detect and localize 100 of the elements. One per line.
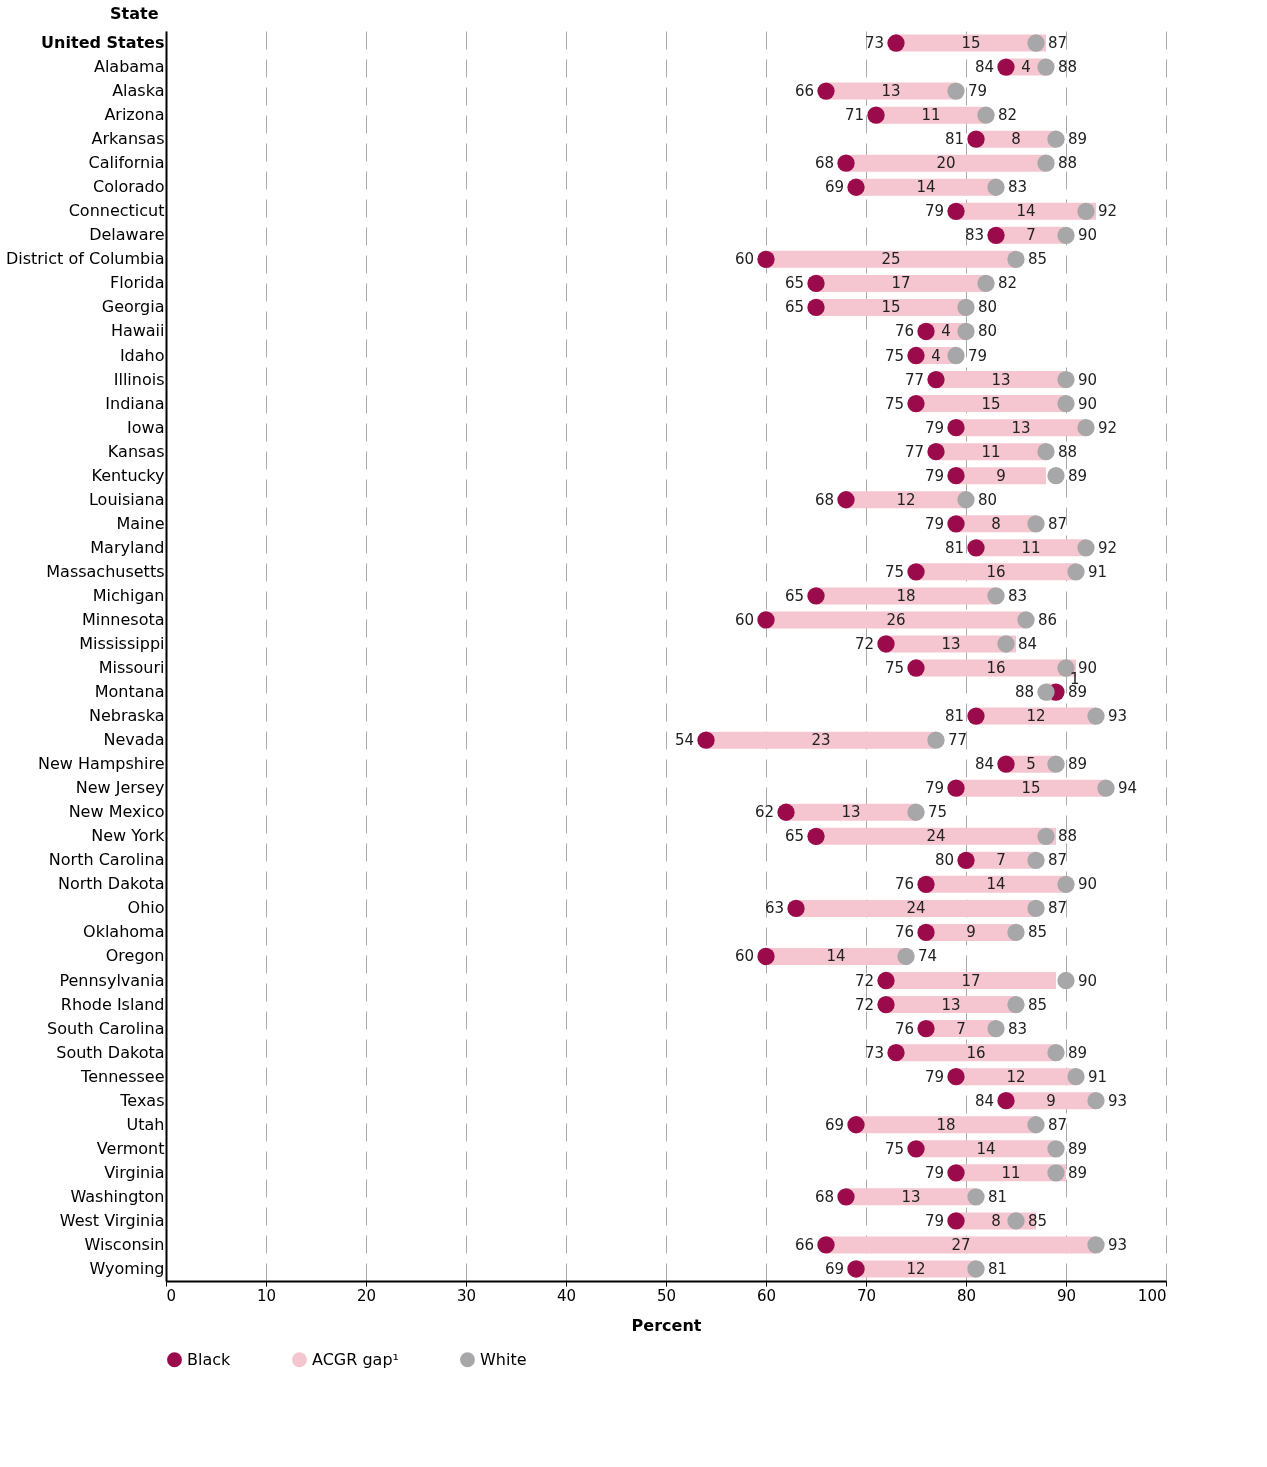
data-label: 68: [814, 1187, 834, 1206]
y-axis-title: State: [110, 3, 159, 23]
data-label: 77: [948, 731, 968, 750]
x-tick-label: 20: [356, 1286, 377, 1305]
point: [757, 611, 775, 629]
point: [967, 130, 985, 148]
y-tick-label: Minnesota: [81, 609, 165, 629]
data-label: 85: [1028, 250, 1048, 269]
data-label: 14: [916, 178, 936, 197]
data-label: 13: [991, 370, 1011, 389]
data-label: 54: [674, 731, 694, 750]
data-label: 90: [1078, 971, 1098, 990]
data-label: 76: [894, 322, 914, 341]
x-tick-label: 0: [166, 1286, 177, 1305]
y-tick-label: Wyoming: [89, 1258, 165, 1278]
point: [757, 250, 775, 269]
data-label: 79: [968, 346, 988, 365]
point: [837, 1188, 855, 1206]
data-label: 23: [811, 731, 831, 750]
data-label: 89: [1068, 1163, 1088, 1182]
x-tick-label: 60: [756, 1286, 777, 1305]
point: [1037, 827, 1055, 845]
legend-label: Black: [187, 1349, 232, 1369]
point: [1027, 1116, 1045, 1134]
data-label: 81: [988, 1187, 1008, 1206]
data-label: 25: [881, 250, 901, 269]
point: [1047, 130, 1065, 148]
data-label: 69: [824, 178, 844, 197]
y-tick-label: Mississippi: [79, 633, 165, 653]
point: [947, 1164, 965, 1182]
data-label: 14: [986, 875, 1006, 894]
data-label: 80: [978, 490, 998, 509]
point: [987, 1019, 1005, 1038]
point: [977, 274, 995, 293]
data-label: 77: [904, 370, 924, 389]
point: [1047, 1043, 1065, 1062]
data-label: 90: [1078, 226, 1098, 245]
data-label: 81: [944, 707, 964, 726]
data-label: 16: [966, 1043, 986, 1062]
point: [917, 875, 935, 894]
point: [847, 178, 865, 196]
x-axis-title: Percent: [631, 1315, 702, 1335]
point: [887, 1043, 905, 1062]
data-label: 13: [841, 803, 861, 822]
data-label: 7: [956, 1019, 966, 1038]
data-label: 77: [904, 442, 924, 461]
y-tick-label: Rhode Island: [60, 994, 165, 1014]
point: [1067, 1068, 1085, 1086]
point: [1047, 1164, 1065, 1182]
y-tick-label: Ohio: [127, 898, 165, 918]
y-tick-label: Michigan: [92, 585, 165, 605]
data-label: 7: [996, 851, 1006, 870]
data-label: 11: [921, 106, 941, 125]
point: [1007, 1212, 1025, 1230]
data-label: 80: [978, 322, 998, 341]
data-label: 9: [1046, 1091, 1056, 1110]
data-label: 15: [961, 34, 981, 53]
point: [1077, 202, 1095, 220]
y-tick-label: Nebraska: [89, 706, 165, 726]
bar: [886, 972, 1056, 990]
data-label: 15: [881, 298, 901, 317]
y-tick-label: Indiana: [105, 393, 165, 413]
data-label: 13: [1011, 418, 1031, 437]
point: [947, 82, 965, 100]
point: [957, 491, 975, 509]
data-label: 83: [1008, 178, 1028, 197]
data-label: 12: [1026, 707, 1046, 726]
data-label: 75: [928, 803, 948, 822]
y-tick-label: Arizona: [104, 105, 165, 125]
point: [997, 1092, 1015, 1110]
data-label: 91: [1088, 562, 1108, 581]
data-label: 72: [854, 971, 874, 990]
data-label: 17: [891, 274, 911, 293]
data-label: 8: [991, 1211, 1001, 1230]
data-label: 74: [918, 947, 938, 966]
y-tick-label: Washington: [70, 1186, 165, 1206]
data-label: 84: [1018, 634, 1038, 653]
data-label: 15: [981, 394, 1001, 413]
point: [1027, 851, 1045, 869]
point: [807, 827, 825, 845]
point: [817, 1236, 835, 1254]
point: [1077, 418, 1095, 437]
data-label: 85: [1028, 1211, 1048, 1230]
data-label: 92: [1098, 538, 1118, 557]
point: [1087, 1236, 1105, 1254]
legend-label: ACGR gap¹: [312, 1349, 399, 1369]
point: [957, 298, 975, 317]
x-tick-label: 30: [456, 1286, 477, 1305]
data-label: 13: [941, 995, 961, 1014]
point: [1097, 779, 1115, 797]
point: [1037, 58, 1055, 76]
data-label: 79: [924, 1067, 944, 1086]
point: [1007, 923, 1025, 942]
point: [947, 515, 965, 533]
data-label: 88: [1058, 442, 1078, 461]
data-label: 5: [1026, 755, 1036, 774]
data-label: 7: [1026, 226, 1036, 245]
data-label: 24: [926, 827, 946, 846]
y-tick-label: Louisiana: [88, 489, 165, 509]
data-label: 89: [1068, 466, 1088, 485]
